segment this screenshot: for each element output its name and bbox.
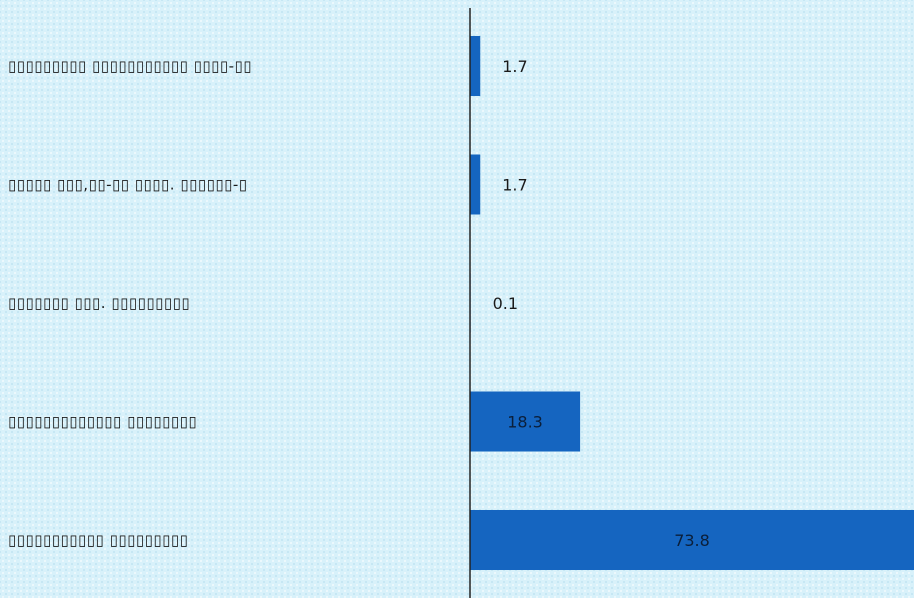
bar-1 — [470, 155, 480, 215]
value-label-4: 73.8 — [674, 531, 710, 550]
value-label-2: 0.1 — [493, 294, 518, 313]
bar-0 — [470, 36, 480, 96]
value-label-1: 1.7 — [502, 176, 527, 195]
category-label-0: ▯▯▯▯▯▯▯▯▯ ▯▯▯▯▯▯▯▯▯▯▯ ▯▯▯▯-▯▯ — [8, 57, 252, 75]
category-label-1: ▯▯▯▯▯ ▯▯▯,▯▯-▯▯ ▯▯▯▯. ▯▯▯▯▯▯-▯ — [8, 176, 248, 194]
value-labels: 1.7 1.7 0.1 18.3 73.8 — [493, 57, 710, 550]
category-label-4: ▯▯▯▯▯▯▯▯▯▯▯ ▯▯▯▯▯▯▯▯▯ — [8, 531, 188, 549]
value-label-3: 18.3 — [507, 413, 543, 432]
category-labels: ▯▯▯▯▯▯▯▯▯ ▯▯▯▯▯▯▯▯▯▯▯ ▯▯▯▯-▯▯ ▯▯▯▯▯ ▯▯▯,▯… — [8, 57, 252, 549]
value-label-0: 1.7 — [502, 57, 527, 76]
category-label-3: ▯▯▯▯▯▯▯▯▯▯▯▯▯ ▯▯▯▯▯▯▯▯ — [8, 413, 197, 431]
category-label-2: ▯▯▯▯▯▯▯ ▯▯▯. ▯▯▯▯▯▯▯▯▯ — [8, 294, 190, 312]
bars-layer — [470, 36, 914, 570]
